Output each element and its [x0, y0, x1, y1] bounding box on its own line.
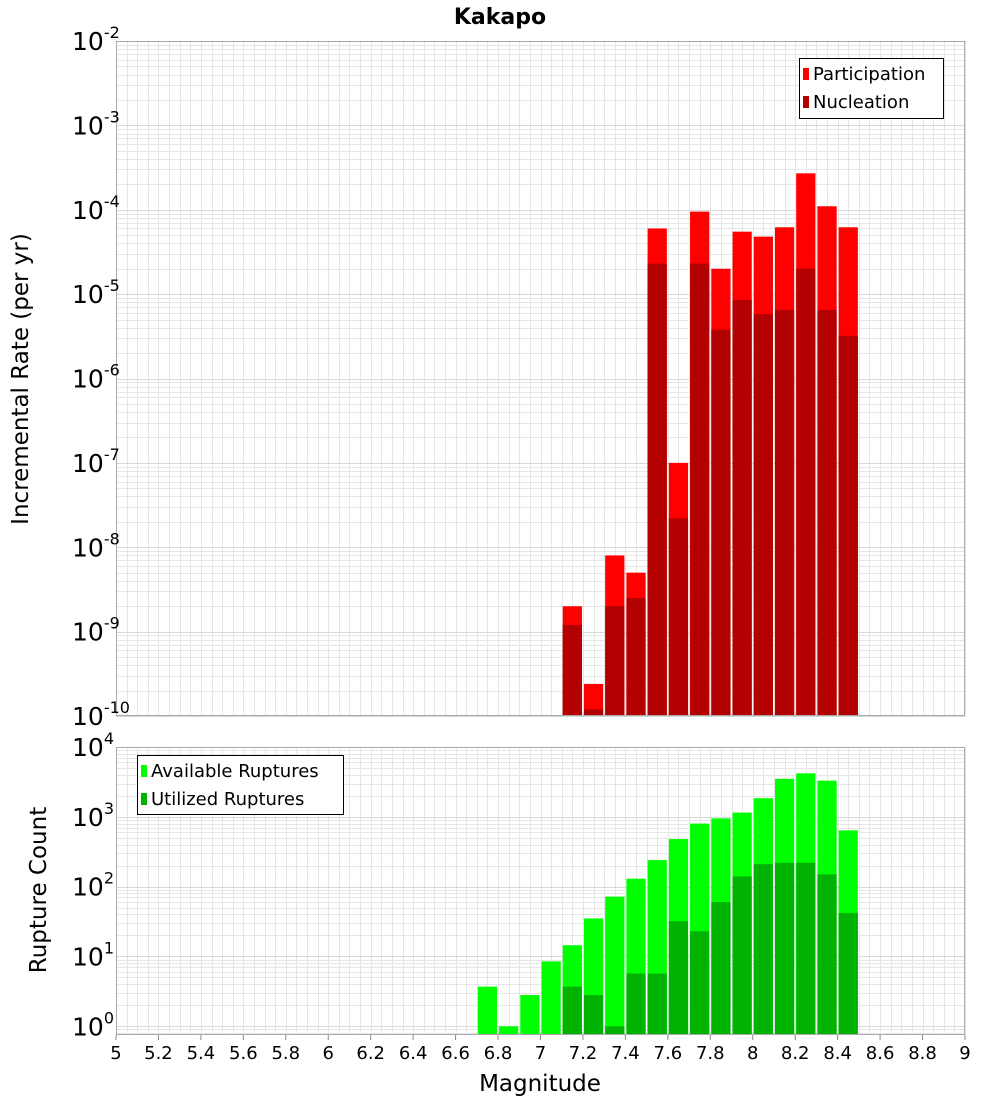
bottom-series-1: [562, 862, 858, 1035]
top-bar-inner: [562, 624, 582, 716]
top-y-tick-label: 10-6: [72, 361, 120, 394]
bottom-y-tick-label: 100: [72, 1008, 114, 1041]
top-legend-label: Participation: [813, 64, 925, 85]
top-plot-frame: [116, 41, 965, 716]
bottom-bar-inner: [562, 986, 582, 1035]
top-y-axis-label: Incremental Rate (per yr): [8, 233, 34, 525]
bottom-bar-outer: [541, 961, 561, 1035]
top-legend-swatch: [803, 96, 809, 108]
bottom-plot-frame: [116, 747, 965, 1035]
top-bar-inner: [838, 335, 858, 716]
bottom-legend-swatch: [141, 765, 147, 777]
top-bar-inner: [668, 518, 689, 716]
top-bar-inner: [605, 606, 625, 716]
x-tick-label: 7: [535, 1043, 546, 1064]
x-tick-label: 8.8: [908, 1043, 937, 1064]
top-bar-inner: [583, 709, 604, 716]
rupture-count-plot: 104 103 102 101 100 Available Ruptures Utilize…: [72, 729, 966, 1041]
x-tick-label: 7.6: [654, 1043, 683, 1064]
x-tick-label: 6.8: [484, 1043, 513, 1064]
bottom-bar-inner: [774, 862, 795, 1035]
top-y-ticks: 10-2 10-3 10-4 10-5 10-6 10-7 10-8 10-9 10-10: [72, 23, 130, 731]
bottom-bar-inner: [732, 876, 752, 1035]
top-bar-inner: [732, 300, 752, 716]
top-y-tick-label: 10-3: [72, 107, 120, 140]
bottom-legend-label: Available Ruptures: [151, 761, 319, 782]
x-tick-label: 5.2: [144, 1043, 173, 1064]
top-legend-label: Nucleation: [813, 92, 909, 113]
bottom-bar-outer: [477, 986, 498, 1035]
bottom-y-tick-label: 103: [72, 799, 114, 832]
x-tick-label: 5.8: [271, 1043, 300, 1064]
x-axis: 5 5.2 5.4 5.6 5.8 6 6.2 6.4 6.6 6.8 7 7.2 7.4 7.6 7.8 8…: [110, 1035, 971, 1064]
chart-title: Kakapo: [454, 5, 546, 30]
bottom-bar-outer: [520, 995, 540, 1035]
top-bar-inner: [817, 309, 837, 716]
bottom-y-ticks: 104 103 102 101 100: [72, 729, 114, 1041]
bottom-bar-inner: [817, 874, 837, 1035]
bottom-bar-inner: [583, 995, 604, 1035]
bottom-bar-inner: [838, 912, 858, 1035]
bottom-legend-box: [137, 755, 344, 815]
top-y-tick-label: 10-4: [72, 192, 120, 225]
bottom-bar-inner: [626, 973, 646, 1035]
bottom-bar-outer: [499, 1026, 519, 1035]
top-bar-inner: [753, 314, 773, 716]
bottom-bar-inner: [647, 973, 667, 1035]
bottom-legend: Available Ruptures Utilized Ruptures: [137, 755, 344, 815]
x-tick-label: 9: [959, 1043, 970, 1064]
x-tick-label: 5: [110, 1043, 121, 1064]
bottom-y-axis-label: Rupture Count: [26, 807, 52, 973]
top-legend: Participation Nucleation: [799, 58, 944, 119]
x-tick-label: 6: [323, 1043, 334, 1064]
x-tick-label: 8.2: [781, 1043, 810, 1064]
top-series-1: [562, 263, 858, 716]
x-tick-label: 6.2: [356, 1043, 385, 1064]
x-tick-label: 6.4: [399, 1043, 428, 1064]
top-bar-inner: [796, 268, 816, 716]
bottom-bar-inner: [711, 902, 731, 1035]
x-tick-label: 5.4: [187, 1043, 216, 1064]
bottom-y-tick-label: 104: [72, 729, 114, 762]
bottom-bar-inner: [605, 1026, 625, 1035]
top-legend-swatch: [803, 68, 809, 80]
top-bar-inner: [774, 309, 795, 716]
top-y-tick-label: 10-9: [72, 614, 120, 647]
x-tick-label: 8: [747, 1043, 758, 1064]
x-tick-label: 8.4: [823, 1043, 852, 1064]
top-bar-inner: [690, 263, 710, 716]
x-tick-label: 7.4: [611, 1043, 640, 1064]
bottom-bar-outer: [605, 896, 625, 1035]
top-y-tick-label: 10-10: [72, 698, 130, 731]
top-y-tick-label: 10-2: [72, 23, 120, 56]
x-tick-label: 5.6: [229, 1043, 258, 1064]
x-tick-label: 7.8: [696, 1043, 725, 1064]
top-y-tick-label: 10-7: [72, 445, 120, 478]
x-tick-label: 6.6: [441, 1043, 470, 1064]
bottom-y-tick-label: 101: [72, 938, 114, 971]
top-bar-inner: [626, 598, 646, 716]
bottom-legend-label: Utilized Ruptures: [151, 789, 304, 810]
bottom-bar-inner: [753, 864, 773, 1035]
bottom-bar-inner: [796, 862, 816, 1035]
bottom-bar-inner: [668, 921, 689, 1035]
top-bar-outer: [583, 683, 604, 716]
bottom-bar-inner: [690, 931, 710, 1035]
top-bar-inner: [647, 263, 667, 716]
rate-plot: 10-2 10-3 10-4 10-5 10-6 10-7 10-8 10-9 10-10 Par…: [72, 23, 966, 731]
x-tick-label: 8.6: [866, 1043, 895, 1064]
x-tick-label: 7.2: [569, 1043, 598, 1064]
bottom-y-tick-label: 102: [72, 869, 114, 902]
top-legend-box: [799, 58, 944, 119]
bottom-legend-swatch: [141, 793, 147, 805]
x-axis-label: Magnitude: [479, 1071, 601, 1097]
top-y-tick-label: 10-8: [72, 529, 120, 562]
top-y-tick-label: 10-5: [72, 276, 120, 309]
top-bar-inner: [711, 329, 731, 716]
